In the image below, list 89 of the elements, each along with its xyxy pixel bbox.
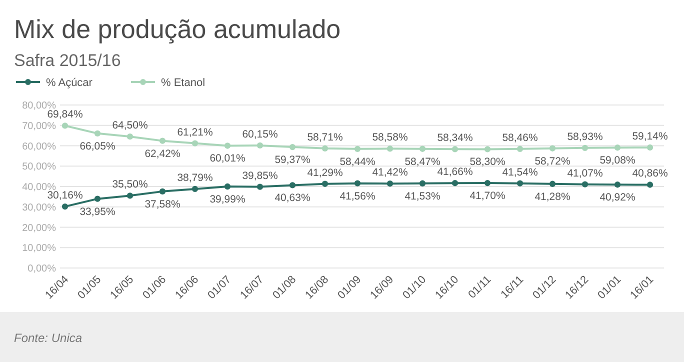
point (582, 144, 588, 152)
data-label: 58,47% (404, 156, 440, 168)
data-label: 41,28% (534, 190, 570, 203)
data-label: 58,44% (340, 156, 376, 168)
point (452, 146, 458, 152)
point (354, 180, 361, 186)
data-label: 40,92% (600, 192, 636, 204)
data-label: 59,08% (600, 154, 636, 167)
point (192, 186, 198, 192)
y-tick-label: 0,00% (28, 264, 56, 274)
y-tick-label: 20,00% (22, 222, 56, 234)
point (126, 192, 134, 199)
data-label: 58,71% (307, 131, 343, 144)
data-label: 39,99% (210, 194, 246, 206)
point (289, 182, 296, 188)
data-label: 64,50% (112, 120, 148, 132)
point (256, 142, 264, 149)
point (419, 146, 426, 152)
data-label: 41,56% (340, 190, 376, 202)
point (419, 180, 426, 186)
y-tick-label: 70,00% (22, 120, 56, 132)
point (289, 144, 296, 150)
data-label: 58,93% (567, 130, 603, 143)
data-label: 30,16% (47, 190, 83, 202)
y-tick-label: 80,00% (22, 100, 56, 112)
point (256, 184, 264, 190)
data-label: 58,34% (437, 132, 473, 144)
legend-label: % Açúcar (46, 77, 93, 89)
data-label: 41,42% (372, 166, 408, 179)
point (614, 144, 621, 151)
data-label: 61,21% (177, 126, 213, 138)
data-label: 40,63% (274, 192, 310, 204)
point (94, 196, 101, 202)
point (159, 138, 166, 144)
point (549, 145, 556, 152)
data-label: 41,70% (470, 190, 506, 202)
data-label: 58,30% (470, 156, 506, 168)
point (549, 180, 556, 187)
data-label: 58,72% (534, 155, 570, 168)
point (354, 146, 361, 152)
data-label: 37,58% (144, 198, 180, 210)
point (516, 180, 524, 186)
data-label: 60,15% (242, 128, 278, 140)
y-tick-label: 50,00% (22, 162, 56, 173)
data-label: 58,46% (502, 132, 538, 144)
data-label: 41,29% (307, 166, 343, 179)
data-label: 41,66% (437, 166, 473, 178)
data-label: 41,07% (567, 167, 603, 180)
point (62, 203, 68, 210)
point (646, 182, 654, 188)
point (159, 188, 166, 195)
y-tick-label: 30,00% (22, 202, 56, 214)
point (94, 130, 101, 137)
point (484, 146, 491, 152)
point (386, 180, 394, 187)
data-label: 38,79% (177, 172, 213, 184)
data-label: 69,84% (47, 108, 83, 121)
y-tick-label: 60,00% (22, 141, 56, 152)
point (224, 142, 231, 149)
data-label: 40,86% (632, 168, 668, 180)
point (322, 145, 328, 152)
data-label: 39,85% (242, 170, 278, 182)
point (614, 182, 621, 188)
point (646, 144, 654, 151)
data-label: 60,01% (210, 152, 246, 165)
data-label: 41,53% (404, 190, 440, 202)
data-label: 41,54% (502, 166, 538, 178)
data-label: 62,42% (144, 148, 180, 160)
data-label: 58,58% (372, 132, 408, 144)
point (484, 180, 491, 186)
data-label: 35,50% (112, 178, 148, 191)
source-note: Fonte: Unica (14, 331, 82, 345)
y-tick-label: 10,00% (22, 243, 56, 254)
data-label: 59,37% (274, 154, 310, 166)
point (62, 122, 68, 129)
point (452, 180, 458, 186)
data-label: 59,14% (632, 130, 668, 142)
point (582, 181, 588, 188)
point (322, 180, 328, 187)
data-label: 66,05% (80, 140, 116, 152)
chart-title: Mix de produção acumulado (14, 14, 341, 44)
point (224, 183, 231, 190)
point (126, 133, 134, 140)
point (386, 146, 394, 152)
point (516, 146, 524, 152)
point (192, 140, 198, 146)
legend-label: % Etanol (161, 77, 206, 89)
chart-subtitle: Safra 2015/16 (14, 51, 121, 70)
data-label: 33,95% (80, 206, 116, 218)
